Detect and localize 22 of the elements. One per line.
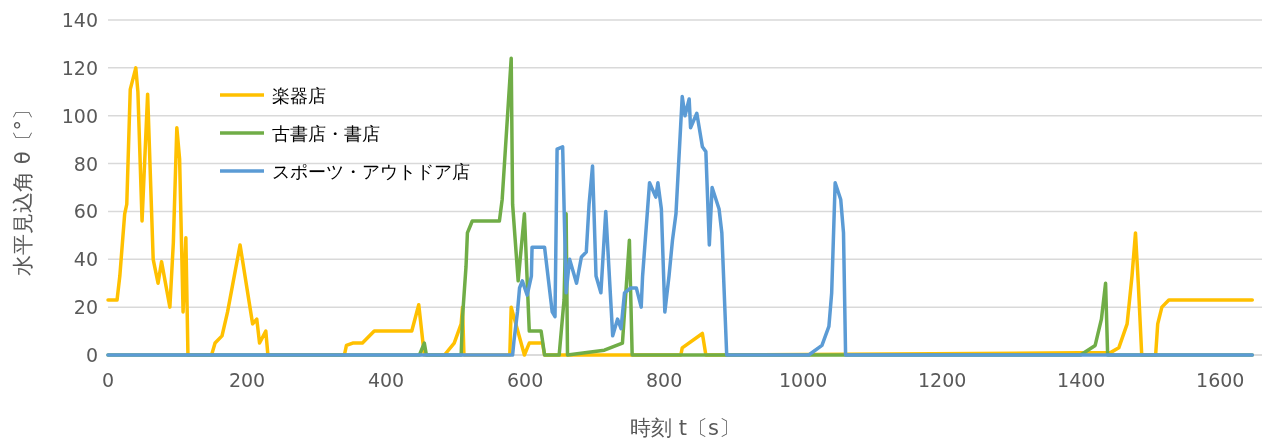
legend-label: 古書店・書店 — [272, 123, 380, 144]
x-tick-label: 1200 — [918, 369, 967, 391]
y-tick-label: 120 — [61, 56, 98, 79]
x-axis-title: 時刻 t〔s〕 — [630, 416, 740, 440]
y-tick-label: 0 — [85, 344, 98, 366]
x-tick-label: 400 — [367, 369, 405, 391]
x-tick-label: 800 — [646, 369, 683, 391]
y-tick-label: 40 — [73, 248, 98, 271]
x-tick-label: 0 — [101, 369, 115, 391]
x-tick-label: 1600 — [1196, 369, 1245, 391]
legend-label: 楽器店 — [272, 85, 326, 106]
x-tick-label: 1400 — [1057, 369, 1106, 391]
x-tick-label: 1000 — [779, 369, 828, 391]
y-tick-label: 60 — [73, 200, 98, 223]
y-tick-label: 20 — [73, 296, 98, 319]
y-axis-title: 水平見込角 θ〔°〕 — [11, 98, 35, 277]
y-tick-label: 100 — [61, 104, 98, 127]
x-tick-label: 600 — [506, 369, 544, 391]
y-tick-label: 140 — [61, 9, 98, 31]
legend-label: スポーツ・アウトドア店 — [272, 161, 470, 182]
y-tick-label: 80 — [73, 152, 98, 175]
x-tick-label: 200 — [228, 369, 266, 391]
